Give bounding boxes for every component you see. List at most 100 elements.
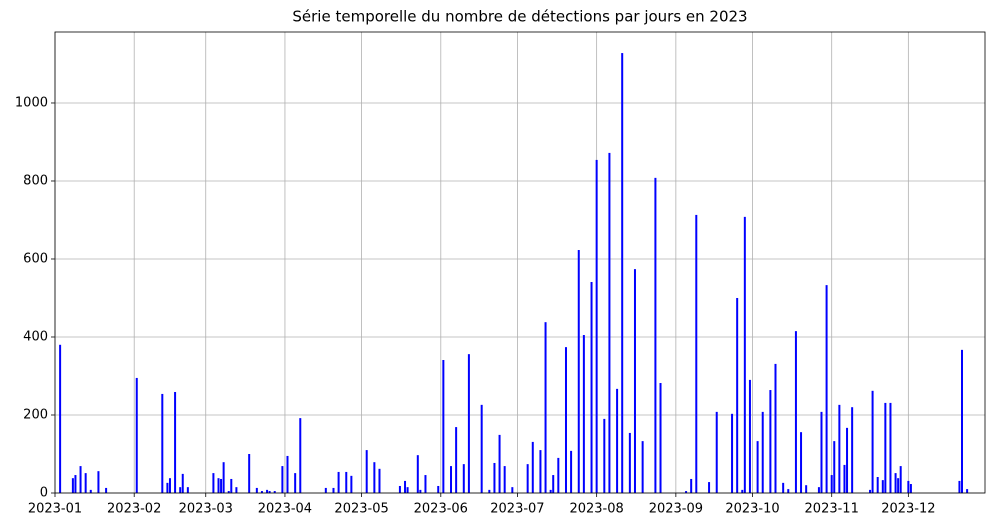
bar [695, 214, 698, 493]
bar [260, 491, 263, 493]
bar [616, 388, 619, 493]
bar [881, 480, 884, 493]
bar [350, 475, 353, 493]
bar [833, 441, 836, 493]
x-tick-label: 2023-09 [649, 502, 703, 517]
bar [531, 441, 534, 493]
x-tick-label: 2023-12 [881, 502, 935, 517]
bar [467, 354, 470, 493]
bar [820, 411, 823, 493]
bar [526, 464, 529, 493]
bar [897, 478, 900, 493]
bar [659, 383, 662, 493]
bar [539, 450, 542, 493]
bar [961, 349, 964, 493]
bar [179, 487, 182, 493]
bar [212, 473, 215, 493]
bar [424, 475, 427, 493]
bar [769, 390, 772, 493]
bar [493, 462, 496, 493]
bar [266, 489, 269, 493]
bar [907, 480, 910, 493]
bar [217, 478, 220, 493]
bar [455, 427, 458, 493]
bar [442, 360, 445, 493]
x-tick-label: 2023-11 [805, 502, 859, 517]
bar [966, 489, 969, 493]
y-tick-label: 1000 [15, 95, 48, 110]
bar [248, 453, 251, 493]
bar [79, 466, 82, 493]
bar [654, 177, 657, 493]
bar [299, 418, 302, 493]
bar [503, 466, 506, 493]
bar [332, 487, 335, 493]
bar [419, 489, 422, 493]
bar [186, 487, 189, 493]
bar [794, 331, 797, 493]
bar [731, 413, 734, 493]
bar [488, 489, 491, 493]
bar [736, 297, 739, 493]
bar [294, 473, 297, 493]
bar [756, 441, 759, 493]
bar [135, 377, 138, 493]
bar [628, 432, 631, 493]
bar [406, 487, 409, 493]
bar [557, 457, 560, 493]
bar [268, 491, 271, 493]
bar [281, 466, 284, 493]
bar [846, 427, 849, 493]
bar [708, 482, 711, 493]
bar [741, 489, 744, 493]
bar [564, 347, 567, 493]
bar [889, 402, 892, 493]
bar [373, 462, 376, 493]
bar [105, 487, 108, 493]
bar [899, 466, 902, 493]
bar [869, 489, 872, 493]
y-tick-label: 200 [23, 407, 48, 422]
x-tick-label: 2023-01 [28, 502, 82, 517]
bar [884, 402, 887, 493]
y-tick-label: 0 [40, 486, 48, 501]
bar [595, 159, 598, 494]
bar [748, 379, 751, 493]
bar [582, 335, 585, 493]
bar [450, 466, 453, 493]
bar [174, 391, 177, 493]
bar [227, 491, 230, 493]
bar [273, 491, 276, 493]
bar [800, 432, 803, 493]
bar [365, 450, 368, 493]
bar [544, 322, 547, 493]
bar [71, 478, 74, 493]
bar [337, 471, 340, 493]
bar [577, 250, 580, 493]
x-tick-label: 2023-04 [258, 502, 312, 517]
bar [782, 482, 785, 493]
bar [685, 491, 688, 493]
chart-title: Série temporelle du nombre de détections… [292, 8, 747, 26]
bar [603, 418, 606, 493]
bar [958, 480, 961, 493]
x-tick-label: 2023-07 [490, 502, 544, 517]
bar [89, 489, 92, 493]
bar [498, 434, 501, 493]
bar [378, 468, 381, 493]
y-tick-label: 400 [23, 329, 48, 344]
bar [549, 489, 552, 493]
bar [345, 471, 348, 493]
bar [74, 475, 77, 493]
bar [398, 485, 401, 493]
x-tick-label: 2023-02 [107, 502, 161, 517]
bar [843, 464, 846, 493]
bar [830, 475, 833, 493]
bar [838, 404, 841, 493]
bar [690, 478, 693, 493]
bar [59, 344, 62, 493]
bar [825, 285, 828, 493]
bar [894, 473, 897, 493]
bar [404, 480, 407, 493]
